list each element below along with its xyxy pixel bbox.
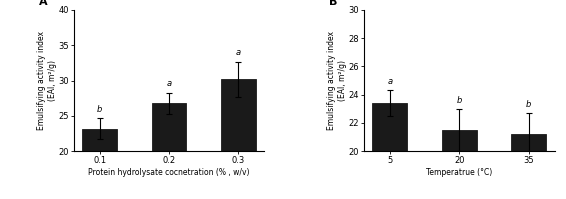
Bar	[152, 103, 186, 199]
Text: b: b	[526, 100, 531, 109]
Text: b: b	[457, 96, 462, 105]
Text: a: a	[236, 48, 241, 57]
Bar	[221, 79, 256, 199]
X-axis label: Temperatrue (°C): Temperatrue (°C)	[426, 168, 492, 177]
Text: A: A	[39, 0, 48, 7]
Text: b: b	[97, 105, 102, 114]
X-axis label: Protein hydrolysate cocnetration (% , w/v): Protein hydrolysate cocnetration (% , w/…	[88, 168, 250, 177]
Text: B: B	[329, 0, 338, 7]
Bar	[442, 130, 477, 199]
Text: a: a	[387, 77, 392, 86]
Text: a: a	[166, 79, 171, 88]
Bar	[372, 103, 407, 199]
Y-axis label: Emulsifying activity index
(EAI, m²/g): Emulsifying activity index (EAI, m²/g)	[37, 31, 57, 130]
Bar	[82, 129, 117, 199]
Bar	[511, 134, 546, 199]
Y-axis label: Emulsifying activity index
(EAI, m²/g): Emulsifying activity index (EAI, m²/g)	[328, 31, 347, 130]
